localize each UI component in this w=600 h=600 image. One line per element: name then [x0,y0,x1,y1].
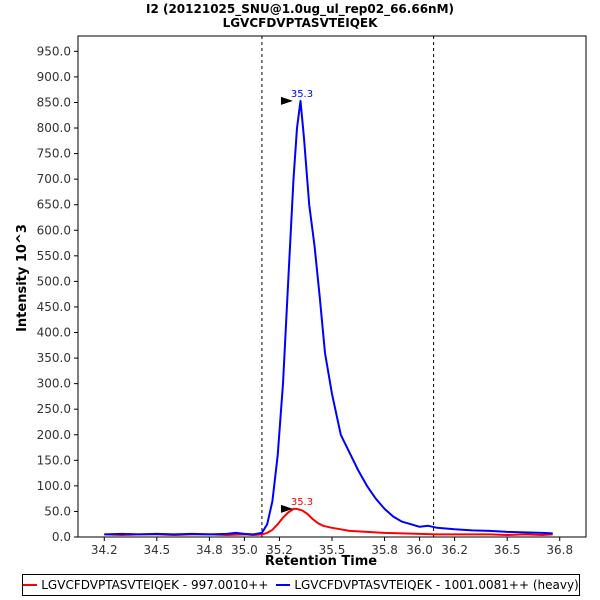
x-tick-label: 34.5 [143,543,170,557]
x-tick-label: 36.2 [441,543,468,557]
legend-item-light: LGVCFDVPTASVTEIQEK - 997.0010++ [23,578,268,592]
y-tick-label: 300.0 [37,377,71,391]
series-line-heavy [104,99,553,536]
y-tick-label: 450.0 [37,300,71,314]
peak-label-light: 35.3 [291,497,313,508]
y-tick-label: 950.0 [37,44,71,58]
y-tick-label: 850.0 [37,95,71,109]
x-tick-label: 35.2 [266,543,293,557]
plot-area [77,35,587,538]
legend-label-light: LGVCFDVPTASVTEIQEK - 997.0010++ [41,578,269,592]
y-tick-label: 150.0 [37,453,71,467]
y-tick-label: 600.0 [37,223,71,237]
legend-label-heavy: LGVCFDVPTASVTEIQEK - 1001.0081++ (heavy) [294,578,579,592]
chart-subtitle: LGVCFDVPTASVTEIQEK [222,16,378,30]
y-tick-label: 200.0 [37,428,71,442]
y-tick-label: 900.0 [37,70,71,84]
y-tick-label: 650.0 [37,198,71,212]
y-axis-label: Intensity 10^3 [15,224,30,332]
peak-marker-heavy [280,96,293,105]
x-tick-label: 34.8 [196,543,223,557]
y-tick-label: 700.0 [37,172,71,186]
peak-label-heavy: 35.3 [291,89,313,100]
y-tick-label: 350.0 [37,351,71,365]
x-tick-label: 36.8 [546,543,573,557]
y-tick-label: 250.0 [37,402,71,416]
y-tick-label: 550.0 [37,249,71,263]
x-tick-label: 34.2 [91,543,118,557]
y-tick-label: 400.0 [37,326,71,340]
legend-item-heavy: LGVCFDVPTASVTEIQEK - 1001.0081++ (heavy) [276,578,579,592]
x-tick-label: 35.0 [231,543,258,557]
legend-swatch-red [23,584,38,586]
x-axis-label: Retention Time [265,554,377,569]
y-tick-label: 500.0 [37,274,71,288]
chart-title: I2 (20121025_SNU@1.0ug_ul_rep02_66.66nM) [145,2,455,16]
x-tick-label: 35.8 [371,543,398,557]
y-tick-label: 50.0 [44,504,71,518]
y-tick-label: 0.0 [52,530,71,544]
peak-marker-light [280,504,293,513]
y-tick-label: 100.0 [37,479,71,493]
x-tick-label: 36.5 [494,543,521,557]
x-tick-label: 36.0 [406,543,433,557]
x-tick-label: 35.5 [319,543,346,557]
y-tick-label: 750.0 [37,147,71,161]
y-tick-label: 800.0 [37,121,71,135]
legend-swatch-blue [276,584,291,586]
chart-legend: LGVCFDVPTASVTEIQEK - 997.0010++ LGVCFDVP… [22,574,580,596]
